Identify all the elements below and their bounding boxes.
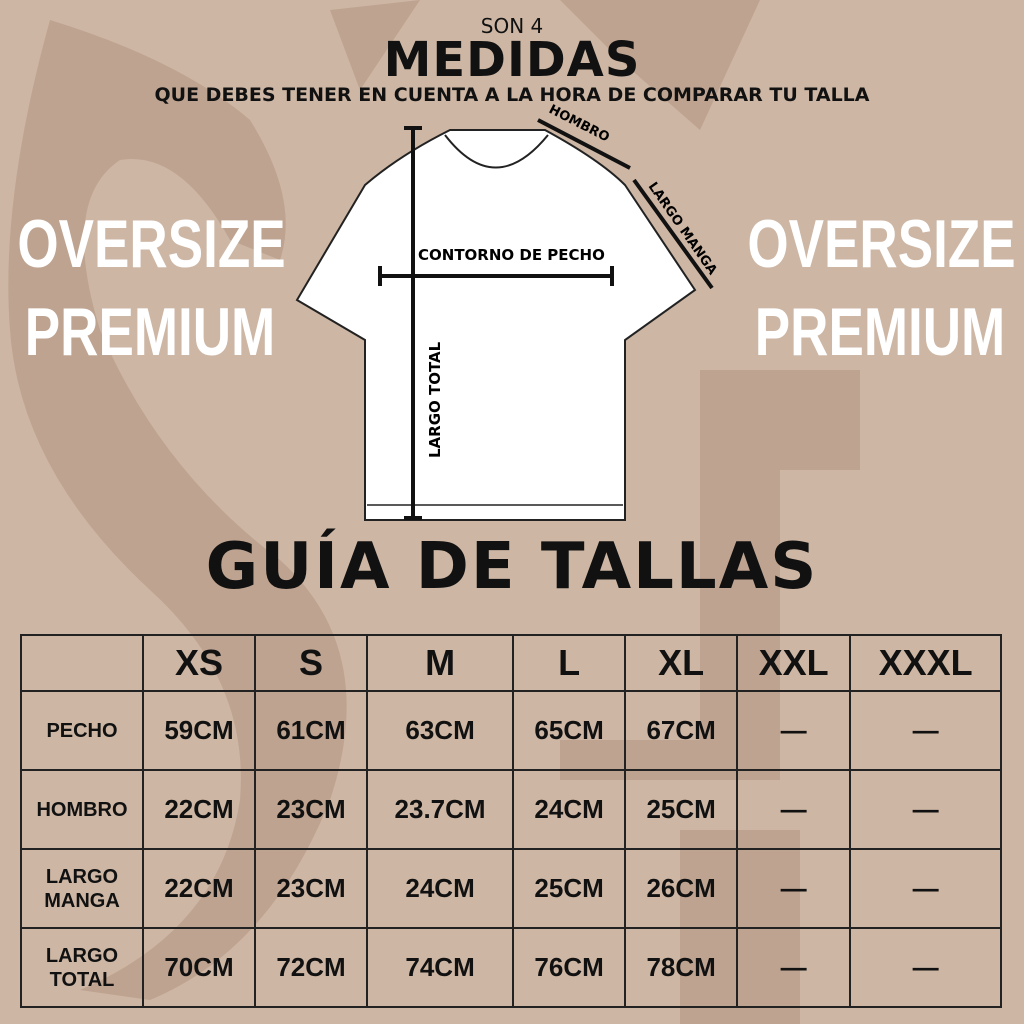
table-cell: 25CM — [512, 848, 627, 929]
header-size: XL — [624, 634, 739, 692]
side-text-left-line2: PREMIUM — [24, 294, 276, 370]
row-label: LARGO TOTAL — [20, 927, 144, 1008]
table-cell: 26CM — [624, 848, 739, 929]
header-size: L — [512, 634, 627, 692]
label-contorno-pecho: CONTORNO DE PECHO — [418, 246, 605, 264]
table-cell: — — [849, 927, 1002, 1008]
table-cell: 67CM — [624, 690, 739, 771]
table-cell: — — [849, 848, 1002, 929]
tshirt-shape — [295, 129, 697, 521]
table-cell: 61CM — [254, 690, 369, 771]
header-size: XXXL — [849, 634, 1002, 692]
size-table: XS S M L XL XXL XXXL PECHO 59CM 61CM 63CM 65… — [20, 634, 1002, 1008]
table-cell: 65CM — [512, 690, 627, 771]
table-cell: 22CM — [141, 848, 257, 929]
table-cell: 59CM — [141, 690, 257, 771]
table-cell: 25CM — [624, 769, 739, 850]
table-cell: 63CM — [366, 690, 515, 771]
table-row: PECHO 59CM 61CM 63CM 65CM 67CM — — — [20, 690, 1002, 771]
table-cell: 22CM — [141, 769, 257, 850]
row-label: LARGO MANGA — [20, 848, 144, 929]
side-text-right-line1: OVERSIZE — [747, 206, 1016, 282]
row-label: HOMBRO — [20, 769, 144, 850]
table-cell: — — [849, 769, 1002, 850]
table-cell: — — [736, 848, 852, 929]
table-cell: — — [849, 690, 1002, 771]
tshirt-diagram: HOMBRO LARGO MANGA CONTORNO DE PECHO LAR… — [295, 102, 720, 521]
pre-title: SON 4 — [480, 14, 544, 38]
header-size: S — [254, 634, 369, 692]
header-size: XS — [141, 634, 257, 692]
table-cell: 70CM — [141, 927, 257, 1008]
header-empty — [20, 634, 144, 692]
side-text-right-line2: PREMIUM — [754, 294, 1006, 370]
label-largo-total: LARGO TOTAL — [426, 341, 444, 458]
table-cell: 23.7CM — [366, 769, 515, 850]
table-cell: 24CM — [512, 769, 627, 850]
page-title: MEDIDAS — [383, 32, 641, 88]
table-cell: 24CM — [366, 848, 515, 929]
table-cell: 74CM — [366, 927, 515, 1008]
table-row: LARGO MANGA 22CM 23CM 24CM 25CM 26CM — — — [20, 848, 1002, 929]
table-cell: 23CM — [254, 848, 369, 929]
table-cell: — — [736, 927, 852, 1008]
header-size: M — [366, 634, 515, 692]
table-cell: 72CM — [254, 927, 369, 1008]
table-row: LARGO TOTAL 70CM 72CM 74CM 76CM 78CM — — — [20, 927, 1002, 1008]
table-cell: — — [736, 769, 852, 850]
row-label: PECHO — [20, 690, 144, 771]
table-header-row: XS S M L XL XXL XXXL — [20, 634, 1002, 692]
table-cell: 23CM — [254, 769, 369, 850]
side-text-left-line1: OVERSIZE — [17, 206, 286, 282]
table-cell: 78CM — [624, 927, 739, 1008]
table-row: HOMBRO 22CM 23CM 23.7CM 24CM 25CM — — — [20, 769, 1002, 850]
table-cell: — — [736, 690, 852, 771]
size-guide-title: GUÍA DE TALLAS — [205, 530, 819, 604]
table-cell: 76CM — [512, 927, 627, 1008]
subtitle: QUE DEBES TENER EN CUENTA A LA HORA DE C… — [154, 84, 870, 106]
header-size: XXL — [736, 634, 852, 692]
